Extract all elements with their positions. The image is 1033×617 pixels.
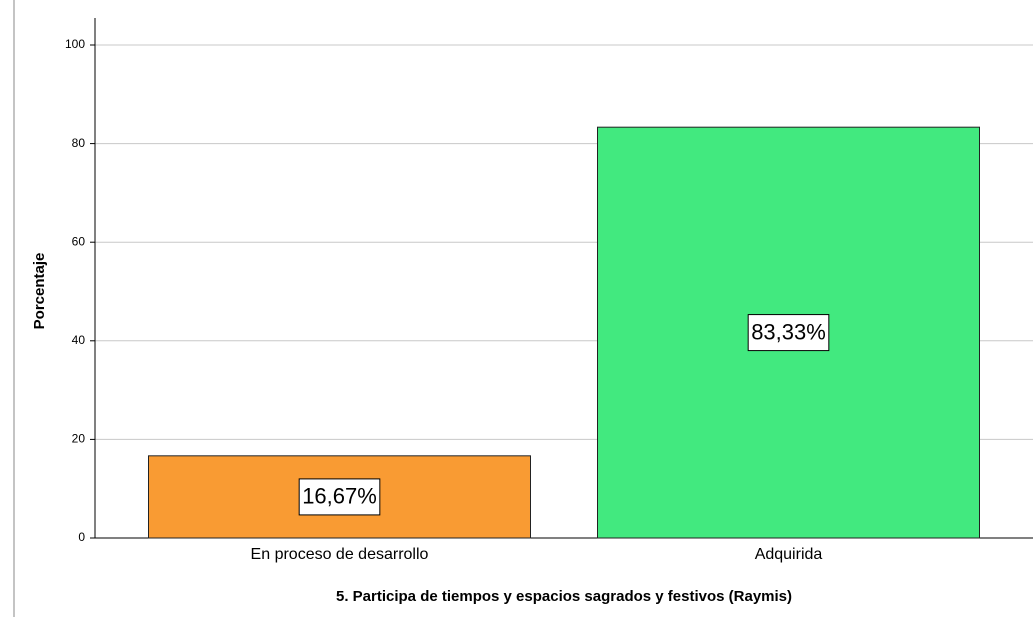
y-tick-label: 60 [72, 234, 86, 248]
y-tick-label: 100 [65, 37, 85, 51]
y-tick-label: 80 [72, 136, 86, 150]
y-tick-label: 40 [72, 333, 86, 347]
y-tick-label: 0 [78, 530, 85, 544]
value-label: 83,33% [751, 319, 826, 344]
y-tick-label: 20 [72, 432, 86, 446]
value-label-box [298, 478, 381, 516]
y-axis-title: Porcentaje [31, 253, 48, 330]
x-tick-label: Adquirida [755, 546, 823, 563]
value-label: 16,67% [302, 484, 377, 509]
x-axis-title: 5. Participa de tiempos y espacios sagra… [336, 588, 792, 605]
x-tick-label: En proceso de desarrollo [251, 546, 429, 563]
value-label-box [747, 314, 830, 352]
